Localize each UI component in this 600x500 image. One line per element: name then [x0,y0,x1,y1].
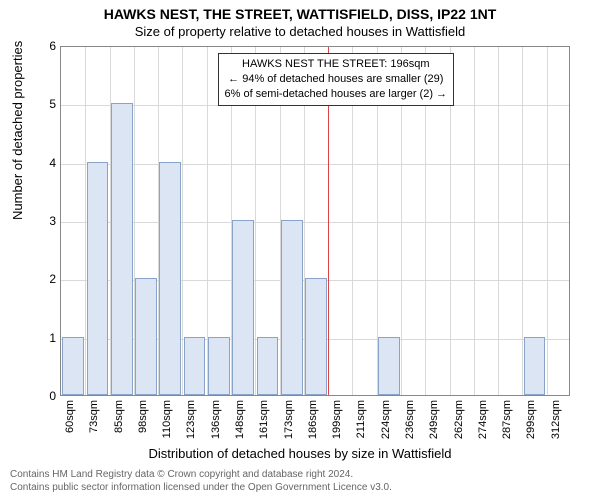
bar [257,337,279,395]
bar [281,220,303,395]
y-tick: 1 [40,331,56,345]
x-tick: 224sqm [380,400,392,439]
y-tick: 6 [40,39,56,53]
chart-title: HAWKS NEST, THE STREET, WATTISFIELD, DIS… [0,6,600,22]
plot-area: HAWKS NEST THE STREET: 196sqm← 94% of de… [60,46,570,396]
gridline-v [498,47,499,395]
x-tick: 287sqm [501,400,513,439]
x-tick: 60sqm [64,400,76,433]
x-tick: 148sqm [234,400,246,439]
x-tick: 186sqm [307,400,319,439]
x-tick: 173sqm [283,400,295,439]
annotation-line1: HAWKS NEST THE STREET: 196sqm [225,57,448,72]
x-axis-label: Distribution of detached houses by size … [0,446,600,461]
y-axis-label: Number of detached properties [10,41,25,220]
y-tick: 4 [40,156,56,170]
x-tick: 161sqm [258,400,270,439]
bar [111,103,133,395]
x-tick: 262sqm [453,400,465,439]
x-tick: 312sqm [550,400,562,439]
x-tick: 85sqm [113,400,125,433]
x-tick: 98sqm [137,400,149,433]
x-tick: 123sqm [185,400,197,439]
x-tick: 73sqm [88,400,100,433]
annotation-line2: ← 94% of detached houses are smaller (29… [225,72,448,87]
gridline-h [61,164,569,165]
x-tick: 110sqm [161,400,173,438]
bar [184,337,206,395]
bar [87,162,109,395]
gridline-h [61,222,569,223]
bar [135,278,157,395]
x-tick: 199sqm [331,400,343,439]
y-tick: 2 [40,272,56,286]
x-tick: 136sqm [210,400,222,439]
x-tick: 274sqm [477,400,489,439]
y-tick: 0 [40,389,56,403]
bar [159,162,181,395]
bar [524,337,546,395]
y-tick: 5 [40,97,56,111]
footer-line1: Contains HM Land Registry data © Crown c… [10,469,392,482]
bar [208,337,230,395]
bar [62,337,84,395]
gridline-v [474,47,475,395]
footer-line2: Contains public sector information licen… [10,482,392,495]
chart-subtitle: Size of property relative to detached ho… [0,24,600,39]
x-tick: 299sqm [525,400,537,439]
footer-attribution: Contains HM Land Registry data © Crown c… [10,469,392,494]
bar [305,278,327,395]
bar [232,220,254,395]
annotation-box: HAWKS NEST THE STREET: 196sqm← 94% of de… [218,53,455,106]
annotation-line3: 6% of semi-detached houses are larger (2… [225,87,448,102]
x-tick: 211sqm [355,400,367,438]
bar [378,337,400,395]
gridline-v [547,47,548,395]
x-tick: 249sqm [428,400,440,439]
y-tick: 3 [40,214,56,228]
x-tick: 236sqm [404,400,416,439]
